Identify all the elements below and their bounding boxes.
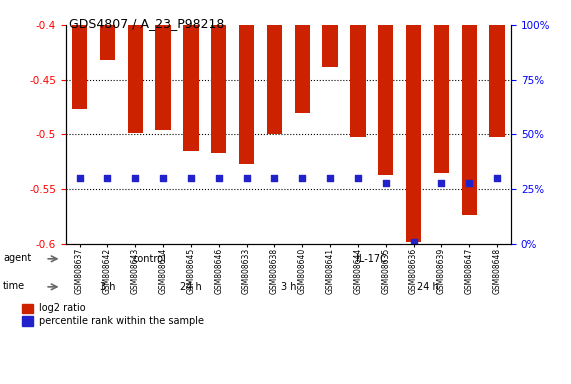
Bar bbox=[239, 25, 254, 164]
Text: 24 h: 24 h bbox=[180, 282, 202, 292]
Bar bbox=[211, 25, 227, 153]
Point bbox=[131, 175, 140, 181]
Point bbox=[353, 175, 363, 181]
Point bbox=[186, 175, 195, 181]
Point bbox=[325, 175, 335, 181]
Bar bbox=[406, 25, 421, 242]
Bar bbox=[323, 25, 338, 66]
Text: 24 h: 24 h bbox=[417, 282, 439, 292]
Point bbox=[493, 175, 502, 181]
Bar bbox=[461, 25, 477, 215]
Bar bbox=[295, 25, 310, 113]
Bar bbox=[72, 25, 87, 109]
Point bbox=[159, 175, 168, 181]
Point bbox=[270, 175, 279, 181]
Bar bbox=[350, 25, 365, 137]
Bar bbox=[22, 304, 33, 313]
Text: IL-17C: IL-17C bbox=[356, 254, 387, 264]
Text: GDS4807 / A_23_P98218: GDS4807 / A_23_P98218 bbox=[69, 17, 224, 30]
Bar bbox=[267, 25, 282, 134]
Point bbox=[409, 238, 418, 245]
Text: 3 h: 3 h bbox=[100, 282, 115, 292]
Text: log2 ratio: log2 ratio bbox=[39, 303, 86, 313]
Point bbox=[297, 175, 307, 181]
Bar bbox=[434, 25, 449, 173]
Point bbox=[103, 175, 112, 181]
Point bbox=[381, 179, 391, 185]
Point bbox=[465, 179, 474, 185]
Point bbox=[437, 179, 446, 185]
Text: 3 h: 3 h bbox=[280, 282, 296, 292]
Bar bbox=[127, 25, 143, 133]
Bar bbox=[183, 25, 199, 151]
Bar bbox=[155, 25, 171, 130]
Text: percentile rank within the sample: percentile rank within the sample bbox=[39, 316, 204, 326]
Point bbox=[75, 175, 84, 181]
Text: time: time bbox=[3, 281, 25, 291]
Bar bbox=[100, 25, 115, 60]
Text: agent: agent bbox=[3, 253, 31, 263]
Point bbox=[242, 175, 251, 181]
Bar bbox=[22, 316, 33, 326]
Bar bbox=[378, 25, 393, 175]
Bar bbox=[489, 25, 505, 137]
Text: control: control bbox=[132, 254, 166, 264]
Point bbox=[214, 175, 223, 181]
